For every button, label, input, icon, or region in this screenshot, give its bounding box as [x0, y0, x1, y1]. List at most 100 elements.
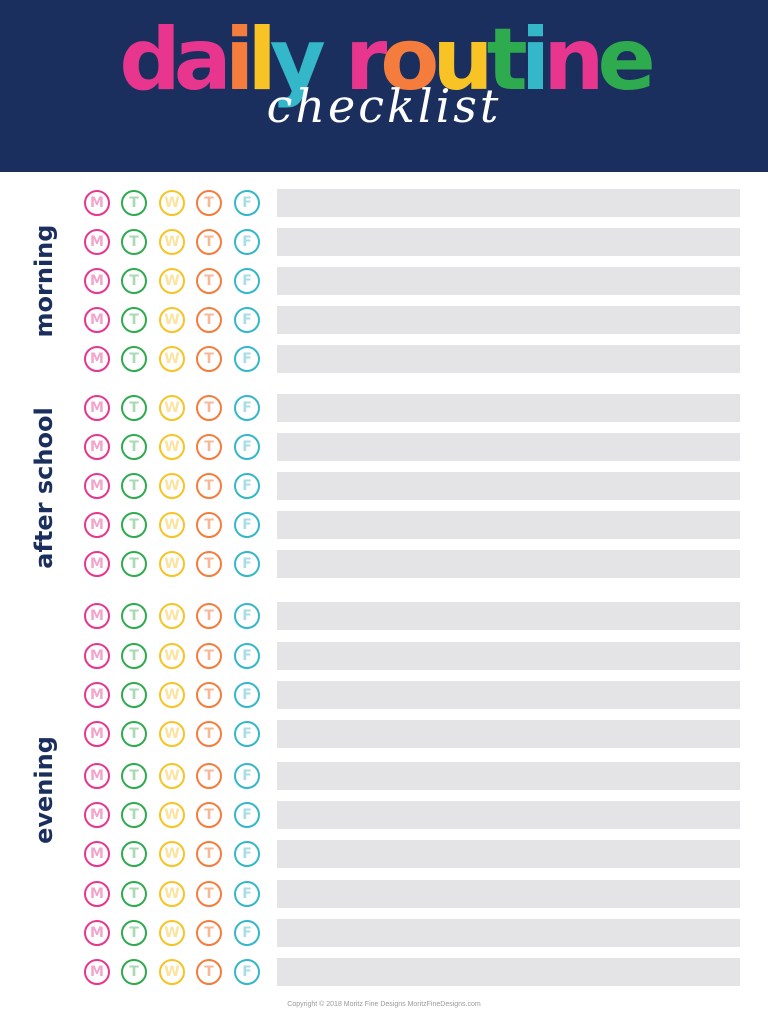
day-checkbox-w[interactable]: W — [159, 346, 185, 372]
day-checkbox-w[interactable]: W — [159, 959, 185, 985]
task-entry-field[interactable] — [277, 345, 740, 373]
day-checkbox-w[interactable]: W — [159, 682, 185, 708]
day-checkbox-t[interactable]: T — [196, 721, 222, 747]
day-checkbox-f[interactable]: F — [234, 512, 260, 538]
day-checkbox-m[interactable]: M — [84, 959, 110, 985]
day-checkbox-t[interactable]: T — [121, 346, 147, 372]
task-entry-field[interactable] — [277, 433, 740, 461]
task-entry-field[interactable] — [277, 228, 740, 256]
day-checkbox-f[interactable]: F — [234, 841, 260, 867]
day-checkbox-w[interactable]: W — [159, 802, 185, 828]
task-entry-field[interactable] — [277, 880, 740, 908]
day-checkbox-t[interactable]: T — [121, 920, 147, 946]
task-entry-field[interactable] — [277, 919, 740, 947]
day-checkbox-m[interactable]: M — [84, 268, 110, 294]
day-checkbox-m[interactable]: M — [84, 346, 110, 372]
day-checkbox-w[interactable]: W — [159, 603, 185, 629]
task-entry-field[interactable] — [277, 762, 740, 790]
day-checkbox-t[interactable]: T — [121, 473, 147, 499]
day-checkbox-t[interactable]: T — [196, 551, 222, 577]
day-checkbox-m[interactable]: M — [84, 551, 110, 577]
day-checkbox-f[interactable]: F — [234, 682, 260, 708]
day-checkbox-t[interactable]: T — [121, 841, 147, 867]
day-checkbox-t[interactable]: T — [196, 643, 222, 669]
day-checkbox-m[interactable]: M — [84, 881, 110, 907]
day-checkbox-t[interactable]: T — [121, 268, 147, 294]
day-checkbox-w[interactable]: W — [159, 551, 185, 577]
day-checkbox-t[interactable]: T — [196, 190, 222, 216]
task-entry-field[interactable] — [277, 681, 740, 709]
day-checkbox-w[interactable]: W — [159, 643, 185, 669]
day-checkbox-m[interactable]: M — [84, 512, 110, 538]
day-checkbox-w[interactable]: W — [159, 268, 185, 294]
day-checkbox-t[interactable]: T — [196, 434, 222, 460]
day-checkbox-w[interactable]: W — [159, 434, 185, 460]
day-checkbox-f[interactable]: F — [234, 881, 260, 907]
day-checkbox-t[interactable]: T — [196, 473, 222, 499]
day-checkbox-f[interactable]: F — [234, 603, 260, 629]
day-checkbox-w[interactable]: W — [159, 473, 185, 499]
day-checkbox-f[interactable]: F — [234, 551, 260, 577]
day-checkbox-w[interactable]: W — [159, 395, 185, 421]
day-checkbox-t[interactable]: T — [196, 841, 222, 867]
task-entry-field[interactable] — [277, 642, 740, 670]
day-checkbox-t[interactable]: T — [196, 682, 222, 708]
day-checkbox-t[interactable]: T — [121, 434, 147, 460]
day-checkbox-f[interactable]: F — [234, 802, 260, 828]
day-checkbox-w[interactable]: W — [159, 920, 185, 946]
task-entry-field[interactable] — [277, 550, 740, 578]
day-checkbox-t[interactable]: T — [121, 959, 147, 985]
day-checkbox-f[interactable]: F — [234, 190, 260, 216]
day-checkbox-f[interactable]: F — [234, 920, 260, 946]
day-checkbox-w[interactable]: W — [159, 841, 185, 867]
day-checkbox-t[interactable]: T — [121, 802, 147, 828]
day-checkbox-f[interactable]: F — [234, 268, 260, 294]
task-entry-field[interactable] — [277, 720, 740, 748]
day-checkbox-t[interactable]: T — [196, 603, 222, 629]
day-checkbox-w[interactable]: W — [159, 881, 185, 907]
day-checkbox-f[interactable]: F — [234, 643, 260, 669]
task-entry-field[interactable] — [277, 267, 740, 295]
day-checkbox-t[interactable]: T — [196, 881, 222, 907]
task-entry-field[interactable] — [277, 394, 740, 422]
day-checkbox-t[interactable]: T — [196, 512, 222, 538]
day-checkbox-t[interactable]: T — [196, 346, 222, 372]
day-checkbox-w[interactable]: W — [159, 307, 185, 333]
day-checkbox-m[interactable]: M — [84, 802, 110, 828]
day-checkbox-w[interactable]: W — [159, 763, 185, 789]
day-checkbox-m[interactable]: M — [84, 682, 110, 708]
day-checkbox-w[interactable]: W — [159, 721, 185, 747]
day-checkbox-t[interactable]: T — [196, 959, 222, 985]
day-checkbox-m[interactable]: M — [84, 721, 110, 747]
day-checkbox-t[interactable]: T — [121, 551, 147, 577]
day-checkbox-t[interactable]: T — [121, 190, 147, 216]
day-checkbox-m[interactable]: M — [84, 395, 110, 421]
task-entry-field[interactable] — [277, 306, 740, 334]
day-checkbox-t[interactable]: T — [196, 395, 222, 421]
day-checkbox-f[interactable]: F — [234, 473, 260, 499]
day-checkbox-m[interactable]: M — [84, 473, 110, 499]
day-checkbox-t[interactable]: T — [121, 643, 147, 669]
day-checkbox-f[interactable]: F — [234, 346, 260, 372]
day-checkbox-w[interactable]: W — [159, 512, 185, 538]
day-checkbox-t[interactable]: T — [121, 603, 147, 629]
day-checkbox-m[interactable]: M — [84, 841, 110, 867]
day-checkbox-t[interactable]: T — [121, 229, 147, 255]
day-checkbox-f[interactable]: F — [234, 434, 260, 460]
day-checkbox-t[interactable]: T — [196, 307, 222, 333]
day-checkbox-t[interactable]: T — [196, 920, 222, 946]
day-checkbox-m[interactable]: M — [84, 229, 110, 255]
day-checkbox-t[interactable]: T — [196, 229, 222, 255]
day-checkbox-m[interactable]: M — [84, 603, 110, 629]
day-checkbox-m[interactable]: M — [84, 190, 110, 216]
day-checkbox-t[interactable]: T — [121, 682, 147, 708]
day-checkbox-m[interactable]: M — [84, 643, 110, 669]
day-checkbox-m[interactable]: M — [84, 434, 110, 460]
task-entry-field[interactable] — [277, 472, 740, 500]
task-entry-field[interactable] — [277, 958, 740, 986]
day-checkbox-t[interactable]: T — [121, 307, 147, 333]
day-checkbox-t[interactable]: T — [121, 395, 147, 421]
day-checkbox-m[interactable]: M — [84, 763, 110, 789]
day-checkbox-w[interactable]: W — [159, 190, 185, 216]
task-entry-field[interactable] — [277, 602, 740, 630]
